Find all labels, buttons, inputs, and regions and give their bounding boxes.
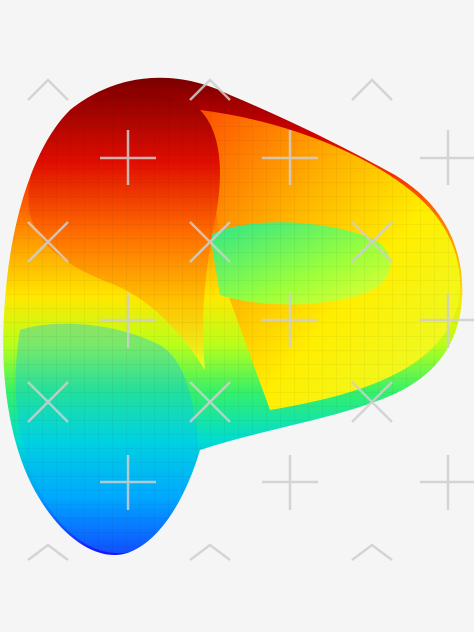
watermark-plus-icon [262, 293, 318, 348]
watermark-plus-icon [420, 130, 474, 185]
watermark-x-icon [189, 381, 231, 423]
watermark-plus-icon [100, 293, 156, 348]
watermark-x-icon [27, 221, 69, 263]
watermark-x-icon [189, 221, 231, 263]
watermark-plus-icon [420, 293, 474, 348]
watermark-caret-icon [27, 543, 69, 561]
watermark-caret-icon [27, 78, 69, 101]
watermark-caret-icon [189, 543, 231, 561]
watermark-plus-icon [100, 455, 156, 510]
watermark-x-icon [27, 381, 69, 423]
watermark-plus-icon [420, 455, 474, 510]
watermark-x-icon [351, 221, 393, 263]
watermark-caret-icon [351, 78, 393, 101]
watermark-caret-icon [351, 543, 393, 561]
watermark-caret-icon [189, 78, 231, 101]
watermark-plus-icon [262, 455, 318, 510]
watermark-x-icon [351, 381, 393, 423]
watermark-layer [27, 78, 474, 561]
watermark-plus-icon [100, 130, 156, 185]
watermark-plus-icon [262, 130, 318, 185]
